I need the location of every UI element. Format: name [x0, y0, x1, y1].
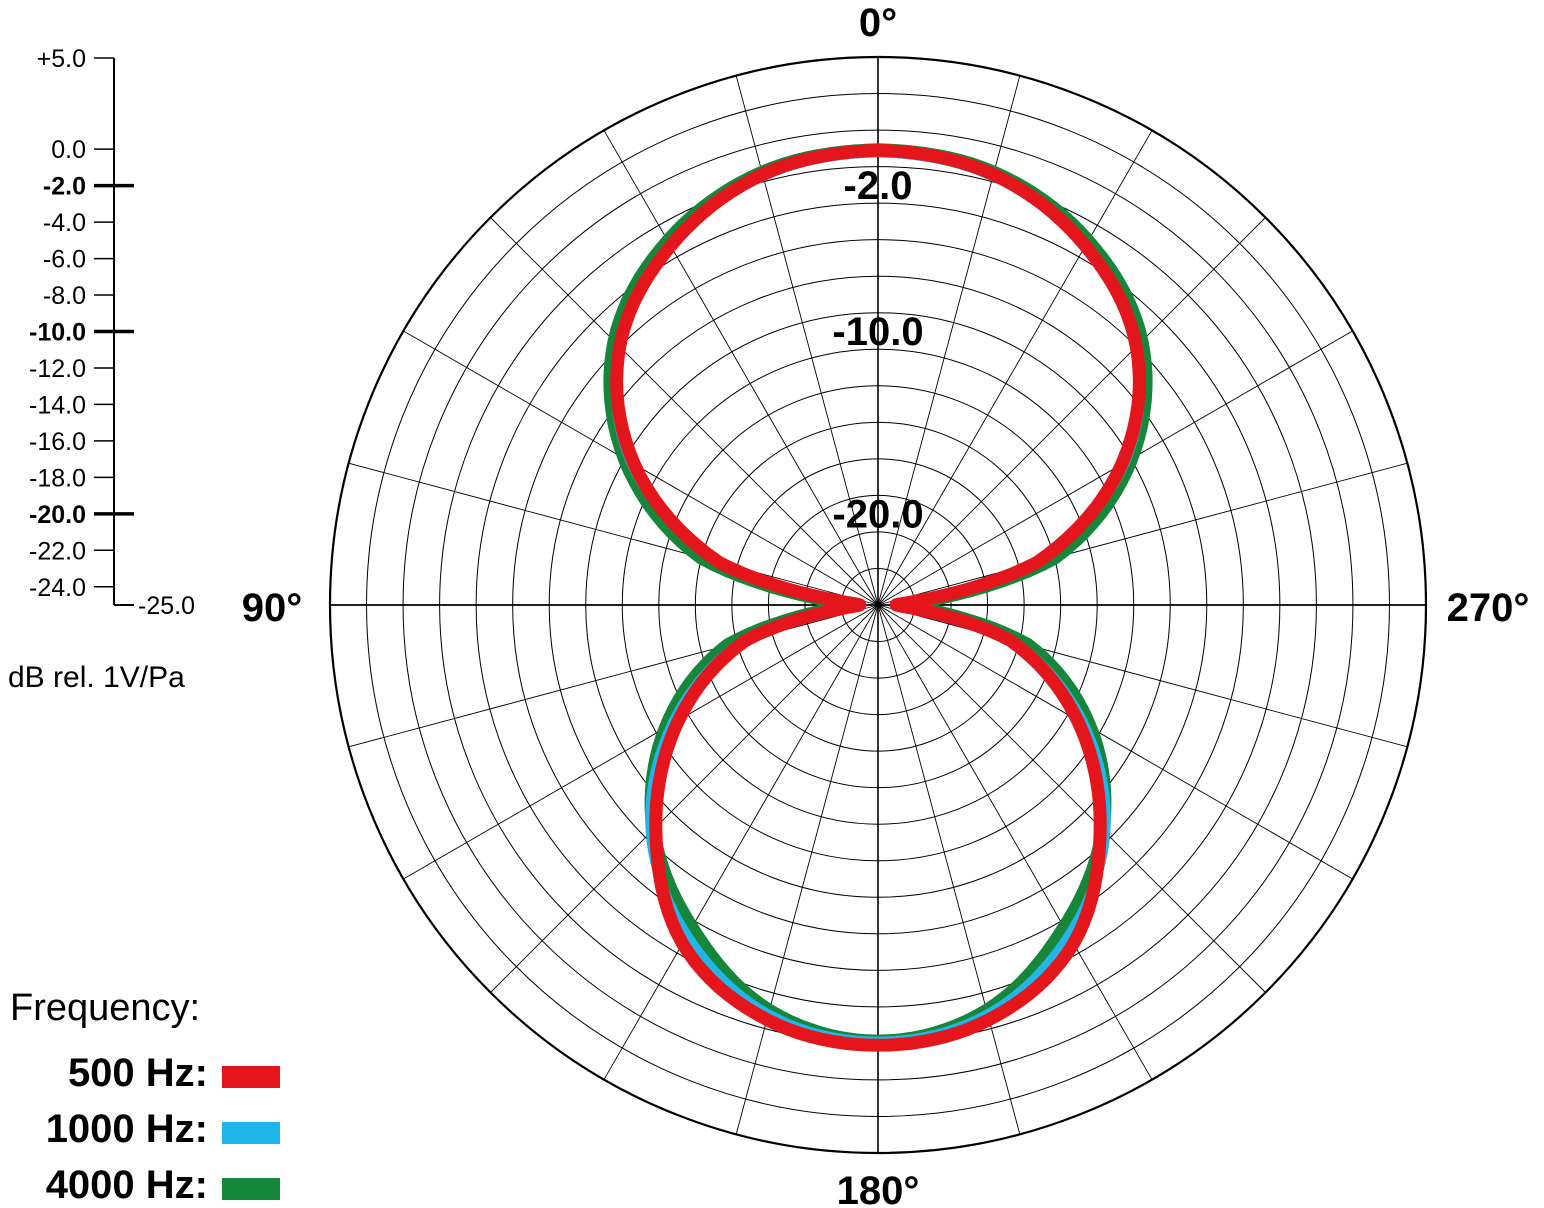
polar-curves: [603, 143, 1153, 1052]
scale-tick-label: -24.0: [29, 574, 86, 602]
radial-line: [348, 462, 879, 606]
scale-tick-label: 0.0: [51, 136, 86, 164]
radial-line: [877, 130, 1153, 606]
scale-tick-label: -16.0: [29, 428, 86, 456]
radial-line: [603, 130, 879, 606]
scale-tick-label: -10.0: [29, 319, 86, 347]
legend-swatch: [222, 1066, 280, 1088]
radial-line: [877, 462, 1408, 606]
angle-labels: 0° 90° 180° 270°: [242, 1, 1530, 1208]
scale-tick-label: -8.0: [43, 282, 86, 310]
legend-entry-label: 4000 Hz:: [46, 1163, 208, 1207]
angle-label-270: 270°: [1447, 586, 1530, 630]
ring-label: -10.0: [832, 310, 923, 354]
radial-line: [603, 604, 879, 1080]
scale-tick-label: -6.0: [43, 246, 86, 274]
angle-label-0: 0°: [859, 1, 897, 45]
scale-tick-label: +5.0: [37, 45, 86, 73]
radial-line: [735, 75, 879, 606]
legend-title: Frequency:: [10, 987, 200, 1029]
ring-label: -20.0: [832, 493, 923, 537]
scale-tick-label: -18.0: [29, 464, 86, 492]
legend-swatch: [222, 1122, 280, 1144]
ring-label: -2.0: [844, 164, 913, 208]
legend-entry-label: 500 Hz:: [68, 1051, 208, 1095]
scale-tick-label: -14.0: [29, 391, 86, 419]
radial-line: [490, 217, 879, 606]
scale-tick-label: -20.0: [29, 501, 86, 529]
radial-line: [877, 75, 1021, 606]
radial-line: [877, 604, 1021, 1135]
radial-line: [735, 604, 879, 1135]
angle-label-180: 180°: [837, 1169, 920, 1208]
scale-min-label: -25.0: [138, 592, 195, 620]
scale-tick-label: -4.0: [43, 209, 86, 237]
legend-entry-label: 1000 Hz:: [46, 1107, 208, 1151]
radial-line: [403, 604, 879, 880]
radial-line: [348, 604, 879, 748]
radial-line: [877, 604, 1353, 880]
db-scale: +5.0 0.0 -2.0 -4.0 -6.0 -8.0 -10.0 -12.0 -14.0 -1…: [8, 45, 195, 694]
scale-tick-label: -2.0: [43, 173, 86, 201]
radial-line: [877, 604, 1266, 993]
series-curve-0: [610, 143, 1146, 1052]
polar-grid: [328, 55, 1428, 1155]
radial-line: [877, 604, 1153, 1080]
radial-line: [877, 217, 1266, 606]
radial-line: [490, 604, 879, 993]
scale-unit-label: dB rel. 1V/Pa: [8, 661, 185, 694]
ring-labels: -2.0 -10.0 -20.0: [832, 164, 923, 537]
angle-label-90: 90°: [242, 586, 303, 630]
radial-line: [877, 604, 1408, 748]
legend-swatch: [222, 1178, 280, 1200]
legend: Frequency: 500 Hz: 1000 Hz: 4000 Hz:: [10, 987, 280, 1207]
scale-tick-label: -12.0: [29, 355, 86, 383]
scale-tick-label: -22.0: [29, 537, 86, 565]
